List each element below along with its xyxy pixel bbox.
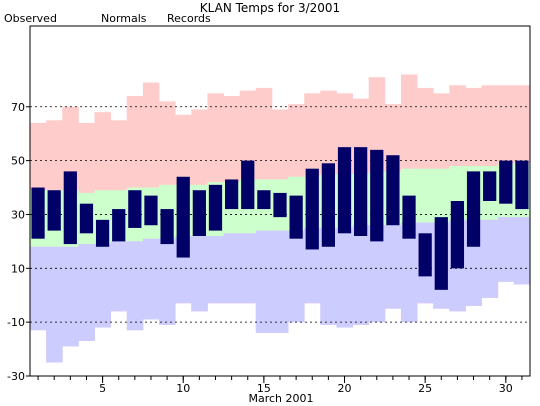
observed-bar <box>515 160 529 210</box>
plot-area: -30 -10 10 30 50 70 5 10 15 20 25 30 <box>7 25 531 395</box>
observed-bar <box>208 184 223 231</box>
observed-bar <box>112 209 126 242</box>
x-tick-label: 10 <box>176 382 190 395</box>
legend-records: Records <box>167 12 211 25</box>
record-low-band <box>255 230 273 333</box>
observed-bar <box>466 171 481 247</box>
observed-bar <box>95 219 110 247</box>
record-low-band <box>400 222 418 323</box>
x-tick-label: 5 <box>99 382 106 395</box>
record-low-band <box>320 227 337 325</box>
record-low-band <box>481 219 499 298</box>
record-low-band <box>207 236 224 304</box>
observed-bar <box>370 149 384 242</box>
x-tick-label: 20 <box>338 382 352 395</box>
y-tick-label: 50 <box>11 155 25 168</box>
observed-bar <box>499 160 513 204</box>
record-low-band <box>513 217 531 285</box>
y-tick-label: -10 <box>7 316 25 329</box>
record-low-band <box>352 225 370 325</box>
record-low-band <box>159 238 176 325</box>
observed-bar <box>47 190 61 231</box>
x-axis-label: March 2001 <box>248 392 313 405</box>
observed-bar <box>289 195 303 239</box>
observed-bar <box>79 203 94 234</box>
x-tick-label: 15 <box>257 382 271 395</box>
y-tick-label: 70 <box>11 101 25 114</box>
observed-bar <box>257 190 271 210</box>
legend-normals: Normals <box>101 12 147 25</box>
normal-range-bar <box>417 168 434 223</box>
record-low-band <box>191 236 208 312</box>
observed-bar <box>31 187 45 239</box>
observed-bar <box>160 209 174 245</box>
normal-range-bar <box>433 168 450 223</box>
observed-bar <box>337 147 352 234</box>
chart-title: KLAN Temps for 3/2001 <box>200 1 340 15</box>
record-low-band <box>62 246 79 347</box>
record-low-band <box>126 241 144 331</box>
observed-bar <box>128 190 142 228</box>
observed-bar <box>176 176 190 258</box>
observed-bar <box>63 171 77 245</box>
observed-bar <box>144 195 158 226</box>
y-tick-label: 30 <box>11 208 25 221</box>
legend-observed: Observed <box>4 12 57 25</box>
y-tick-label: 10 <box>11 262 25 275</box>
x-tick-label: 25 <box>418 382 432 395</box>
record-low-band <box>288 230 305 323</box>
y-tick-label: -30 <box>7 370 25 383</box>
observed-bar <box>305 168 319 250</box>
record-low-band <box>271 230 289 333</box>
x-tick-label: 30 <box>499 382 513 395</box>
observed-bar <box>225 179 239 210</box>
observed-bar <box>386 155 400 226</box>
record-low-band <box>30 246 47 331</box>
record-low-band <box>78 244 95 341</box>
observed-bar <box>402 195 416 239</box>
record-low-band <box>368 225 386 323</box>
record-low-band <box>46 246 63 363</box>
observed-bar <box>434 217 448 290</box>
observed-bar <box>354 147 368 236</box>
observed-bar <box>192 190 206 236</box>
record-low-band <box>110 241 128 312</box>
record-low-band <box>384 225 402 309</box>
observed-bar <box>450 201 465 269</box>
observed-bar <box>241 160 255 210</box>
record-low-band <box>142 238 160 320</box>
record-low-band <box>94 244 112 328</box>
observed-bar <box>321 163 335 247</box>
record-low-band <box>497 217 515 282</box>
observed-bar <box>273 192 287 218</box>
observed-bar <box>418 233 432 277</box>
record-low-band <box>239 233 257 304</box>
record-low-band <box>336 227 353 328</box>
observed-bar <box>483 171 497 201</box>
